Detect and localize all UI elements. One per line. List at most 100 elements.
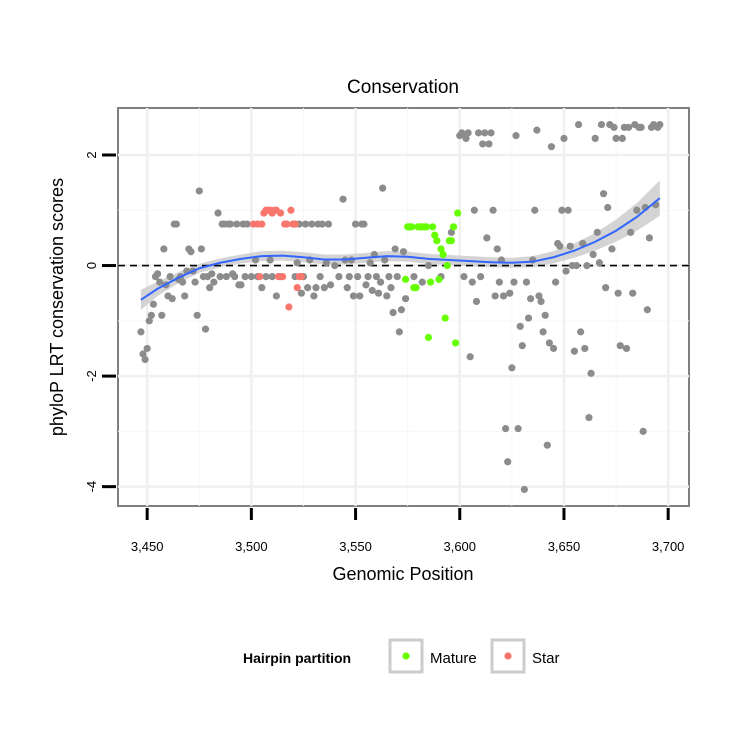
data-point-other <box>516 322 524 330</box>
data-point-other <box>389 308 397 317</box>
data-point-other <box>356 292 364 300</box>
data-point-other <box>602 284 610 292</box>
data-point-other <box>241 272 249 281</box>
data-point-other <box>560 134 568 143</box>
data-point-other <box>616 342 624 350</box>
data-point-other <box>160 245 168 253</box>
data-point-other <box>645 234 654 242</box>
data-point-other <box>354 272 362 281</box>
data-point-other <box>145 317 153 325</box>
data-point-other <box>324 220 333 228</box>
data-point-other <box>608 245 616 253</box>
legend-label: Mature <box>430 650 477 667</box>
x-tick-label: 3,550 <box>339 539 372 554</box>
data-point-other <box>585 413 593 422</box>
data-point-other <box>466 353 474 361</box>
data-point-other <box>504 458 512 466</box>
data-point-star <box>256 272 264 281</box>
data-point-other <box>216 272 224 281</box>
data-point-other <box>656 120 664 129</box>
data-point-other <box>318 220 326 228</box>
data-point-other <box>604 203 612 212</box>
legend-item-star: Star <box>490 638 560 674</box>
data-point-other <box>533 126 541 134</box>
data-point-other <box>191 278 199 286</box>
y-tick-label: -2 <box>84 370 99 382</box>
data-point-other <box>639 427 647 435</box>
data-point-mature <box>422 223 431 231</box>
smooth-curve <box>140 197 661 301</box>
data-point-other <box>376 278 385 286</box>
data-point-other <box>510 278 518 286</box>
data-point-star <box>291 220 299 228</box>
legend-key <box>388 638 424 674</box>
x-tick-label: 3,500 <box>235 539 268 554</box>
data-point-other <box>574 120 583 129</box>
legend-swatch-mature <box>402 652 410 660</box>
data-point-other <box>537 297 545 306</box>
data-point-other <box>487 129 495 137</box>
data-point-other <box>518 342 526 350</box>
y-tick-label: 2 <box>84 151 99 158</box>
data-point-other <box>379 184 387 192</box>
data-point-mature <box>443 261 451 270</box>
data-point-star <box>285 303 293 311</box>
data-point-other <box>506 289 514 297</box>
y-axis: -4 -2 0 2 <box>84 151 116 492</box>
data-point-other <box>374 289 383 297</box>
data-point-mature <box>435 275 443 283</box>
data-point-mature <box>447 237 456 245</box>
data-point-other <box>643 306 651 314</box>
data-point-other <box>522 278 531 286</box>
x-tick-label: 3,600 <box>443 539 476 554</box>
data-point-other <box>622 344 631 353</box>
data-point-other <box>499 292 508 300</box>
data-point-other <box>360 220 368 228</box>
data-point-other <box>556 242 564 250</box>
data-point-other <box>266 256 274 264</box>
data-point-other <box>570 347 578 355</box>
data-point-other <box>618 134 626 143</box>
data-point-other <box>233 220 241 228</box>
data-point-other <box>549 344 558 353</box>
data-point-other <box>381 256 389 264</box>
data-point-other <box>393 272 401 281</box>
data-point-other <box>401 295 410 303</box>
data-point-star <box>287 206 295 214</box>
data-point-other <box>566 242 574 250</box>
data-point-other <box>614 289 622 297</box>
data-point-other <box>583 261 591 270</box>
data-point-other <box>479 140 487 148</box>
data-point-other <box>262 272 270 281</box>
data-point-star <box>293 284 301 292</box>
data-point-other <box>210 278 218 286</box>
data-point-other <box>372 272 381 281</box>
data-point-other <box>243 220 251 228</box>
data-point-other <box>624 123 633 131</box>
data-point-other <box>512 132 520 140</box>
data-point-other <box>197 245 205 253</box>
data-point-other <box>293 259 301 267</box>
data-point-other <box>458 129 466 137</box>
y-tick-label: 0 <box>84 262 99 269</box>
data-point-other <box>206 284 214 292</box>
data-point-other <box>483 234 491 242</box>
data-point-other <box>345 272 353 281</box>
data-point-mature <box>431 231 439 239</box>
data-point-other <box>149 300 158 308</box>
data-point-other <box>589 250 597 259</box>
data-point-other <box>397 306 406 314</box>
x-axis-label: Genomic Position <box>332 564 473 584</box>
grid <box>118 108 689 506</box>
data-point-other <box>222 272 230 281</box>
data-point-other <box>531 206 539 214</box>
data-point-other <box>629 289 637 297</box>
data-point-other <box>366 259 374 267</box>
data-point-other <box>612 134 620 143</box>
x-tick-label: 3,450 <box>131 539 164 554</box>
data-point-other <box>172 220 180 228</box>
legend: Hairpin partition Mature Star <box>243 638 560 674</box>
x-tick-label: 3,700 <box>652 539 685 554</box>
data-point-other <box>552 278 560 286</box>
data-point-other <box>599 190 608 198</box>
